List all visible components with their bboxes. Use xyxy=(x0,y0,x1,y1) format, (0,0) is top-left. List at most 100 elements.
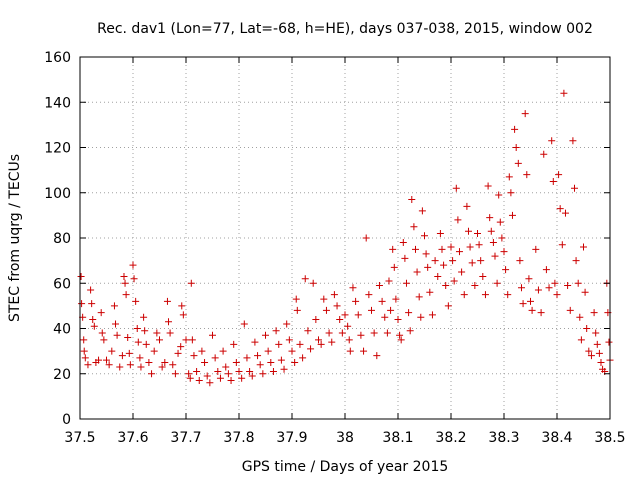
data-point xyxy=(262,331,269,339)
data-point xyxy=(120,272,128,280)
data-point xyxy=(141,327,149,335)
data-point xyxy=(401,254,409,262)
x-axis-label: GPS time / Days of year 2015 xyxy=(242,459,449,475)
data-point xyxy=(542,266,550,274)
data-point xyxy=(534,286,542,294)
data-point xyxy=(560,89,568,97)
x-tick-label: 37.7 xyxy=(170,430,201,446)
data-point xyxy=(130,275,138,283)
data-point xyxy=(301,275,309,283)
data-point xyxy=(219,347,227,355)
data-point xyxy=(100,336,108,344)
data-point xyxy=(370,329,378,337)
data-point xyxy=(238,374,246,382)
data-point xyxy=(203,372,211,380)
data-point xyxy=(410,223,418,231)
data-point xyxy=(77,272,85,280)
data-point xyxy=(136,354,144,362)
data-point xyxy=(545,284,553,292)
data-point xyxy=(555,171,563,179)
data-point xyxy=(78,300,86,308)
x-tick-label: 38.1 xyxy=(382,430,413,446)
grid-lines xyxy=(80,57,610,419)
data-point xyxy=(549,177,557,185)
y-tick-label: 140 xyxy=(44,95,71,111)
data-point xyxy=(254,352,262,360)
data-point xyxy=(232,358,240,366)
data-point xyxy=(498,234,506,242)
data-point xyxy=(161,358,169,366)
data-point xyxy=(507,189,515,197)
y-tick-label: 100 xyxy=(44,186,71,202)
data-point xyxy=(504,291,512,299)
data-point xyxy=(126,361,134,369)
data-point xyxy=(466,243,474,251)
data-point xyxy=(98,329,106,337)
data-point xyxy=(256,361,264,369)
data-point xyxy=(525,275,533,283)
data-point xyxy=(426,288,434,296)
data-point xyxy=(516,257,524,265)
data-point xyxy=(259,370,267,378)
data-point xyxy=(592,329,600,337)
data-point xyxy=(576,313,584,321)
data-point xyxy=(362,234,370,242)
data-point xyxy=(502,266,510,274)
data-point xyxy=(383,329,391,337)
data-point xyxy=(375,282,383,290)
data-point xyxy=(338,329,346,337)
data-point xyxy=(211,354,219,362)
data-point xyxy=(230,340,238,348)
data-point xyxy=(415,293,423,301)
data-point xyxy=(479,272,487,280)
data-point xyxy=(97,309,105,317)
data-point xyxy=(206,379,214,387)
data-point xyxy=(495,191,503,199)
data-point xyxy=(436,229,444,237)
data-point xyxy=(385,277,393,285)
x-tick-label: 37.9 xyxy=(276,430,307,446)
data-point xyxy=(519,300,527,308)
data-point xyxy=(178,302,186,310)
data-point xyxy=(378,297,386,305)
data-point xyxy=(243,354,251,362)
data-point xyxy=(561,209,569,217)
data-point xyxy=(527,297,534,305)
x-tick-labels: 37.5 37.6 37.7 37.8 37.9 38 38.1 38.2 38.3 38.4 38… xyxy=(64,430,625,446)
data-point xyxy=(269,367,277,375)
data-point xyxy=(577,336,585,344)
data-point xyxy=(251,338,259,346)
data-point xyxy=(597,358,605,366)
data-point xyxy=(112,320,120,328)
data-point xyxy=(177,343,185,351)
x-tick-label: 38.3 xyxy=(488,430,519,446)
data-point xyxy=(512,144,520,151)
data-point xyxy=(373,352,381,360)
data-points xyxy=(77,89,614,387)
data-point xyxy=(87,286,95,294)
data-point xyxy=(137,363,145,371)
data-point xyxy=(405,309,413,317)
data-point xyxy=(381,313,389,321)
data-point xyxy=(222,363,230,371)
data-point xyxy=(365,291,373,299)
data-point xyxy=(595,349,603,357)
data-point xyxy=(88,300,96,308)
y-tick-label: 20 xyxy=(53,367,71,383)
data-point xyxy=(397,336,405,344)
data-point xyxy=(165,318,173,326)
data-point xyxy=(505,173,513,181)
data-point xyxy=(275,340,283,348)
data-point xyxy=(532,245,540,253)
data-point xyxy=(521,110,529,118)
data-point xyxy=(471,282,479,290)
data-point xyxy=(317,340,325,348)
data-point xyxy=(224,370,232,378)
data-point xyxy=(354,311,362,319)
data-point xyxy=(566,306,574,314)
data-point xyxy=(325,329,333,337)
data-point xyxy=(540,150,548,158)
data-point xyxy=(179,311,187,319)
data-point xyxy=(118,352,126,360)
